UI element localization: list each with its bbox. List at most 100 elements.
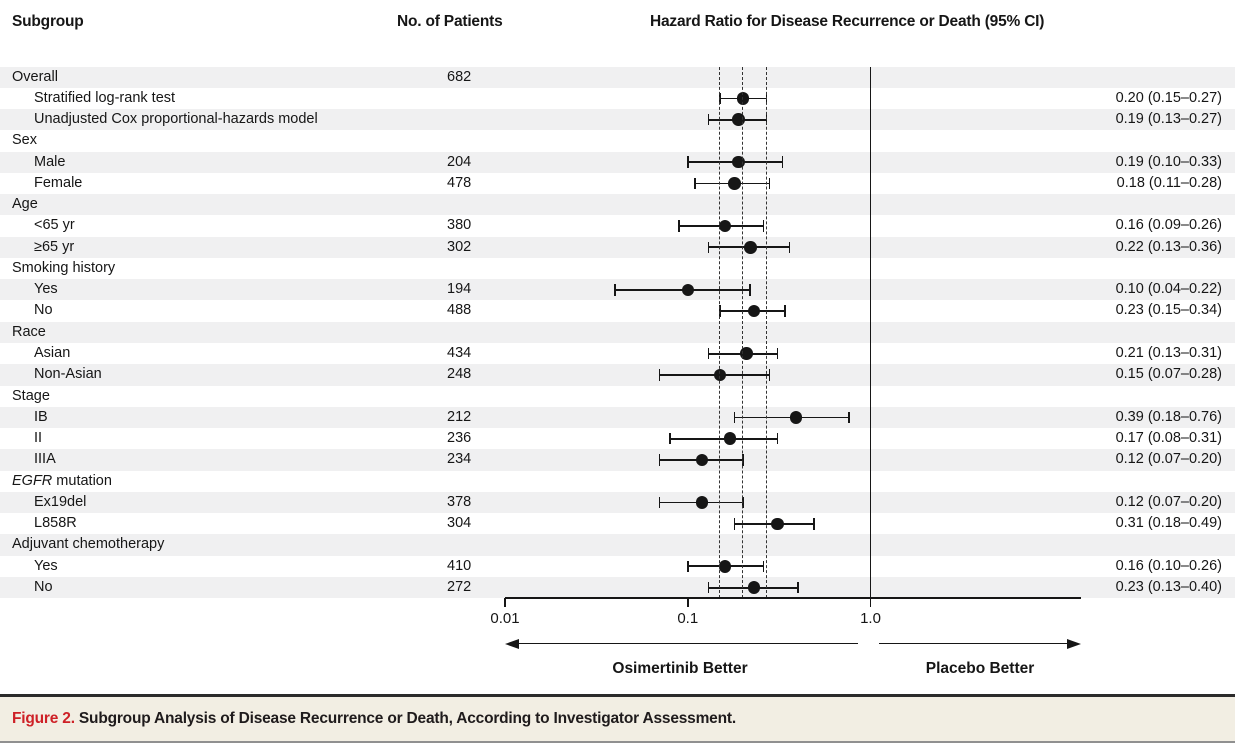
reference-line-1 [869,66,872,599]
hr-point [723,432,737,445]
ci-cap-left [686,560,689,573]
ci-cap-left [678,220,681,232]
x-axis-tick [504,598,506,607]
ci-cap-left [614,284,616,296]
row-label: L858R [34,515,77,532]
bottom-rule [0,741,1235,743]
row-patient-count: 272 [447,578,472,595]
hr-point [695,496,709,509]
hr-point [740,347,753,360]
ci-cap-left [658,454,661,466]
row-hr-value: 0.21 (0.13–0.31) [1115,345,1222,361]
ci-cap-right [749,284,752,296]
right-direction-label: Placebo Better [925,660,1035,677]
caption-title: Subgroup Analysis of Disease Recurrence … [78,710,736,727]
column-header-subgroup: Subgroup [12,13,84,30]
row-label: Stratified log-rank test [34,89,176,106]
ci-cap-left [733,518,736,530]
ci-cap-right [783,305,786,317]
row-hr-value: 0.39 (0.18–0.76) [1115,408,1222,425]
row-label: Male [34,153,66,170]
x-axis-line [505,597,1081,599]
row-band [0,534,1235,556]
row-hr-value: 0.16 (0.09–0.26) [1115,217,1222,234]
caption-figure-label: Figure 2. [12,710,75,727]
ci-cap-right [781,156,784,168]
overall-ci-dashed-line [765,66,767,599]
row-band [0,406,1235,429]
row-hr-value: 0.20 (0.15–0.27) [1115,89,1222,106]
hr-point [718,560,732,573]
row-band [0,321,1235,343]
hr-point [718,219,732,233]
row-patient-count: 302 [447,238,472,255]
ci-cap-right [768,177,771,190]
row-label: Yes [34,557,58,574]
x-axis-tick [869,598,872,607]
row-label: Unadjusted Cox proportional-hazards mode… [34,111,318,128]
row-patient-count: 204 [447,153,472,170]
row-hr-value: 0.19 (0.13–0.27) [1115,111,1222,128]
ci-cap-right [762,560,765,573]
row-patient-count: 304 [447,515,472,532]
column-header-patients: No. of Patients [397,13,503,30]
ci-cap-left [707,347,710,360]
hr-point [747,304,761,318]
row-patient-count: 378 [447,493,472,510]
ci-cap-right [788,241,791,254]
ci-cap-right [776,432,779,445]
row-hr-value: 0.12 (0.07–0.20) [1115,493,1222,510]
row-patient-count: 234 [447,451,472,468]
x-axis-tick-label: 1.0 [860,610,881,627]
row-band [0,364,1235,386]
x-axis-tick [687,598,689,607]
row-hr-value: 0.17 (0.08–0.31) [1115,430,1222,447]
ci-cap-left [658,369,661,381]
column-header-hazard-ratio: Hazard Ratio for Disease Recurrence or D… [650,13,1045,30]
ci-cap-left [707,113,710,126]
row-label-em: EGFR [12,472,53,489]
hr-point [728,177,741,190]
row-patient-count: 248 [447,366,472,383]
row-label: Adjuvant chemotherapy [12,536,165,553]
row-band [0,491,1235,514]
overall-ci-dashed-line [719,66,721,599]
row-label: Yes [34,281,58,298]
row-label: Non-Asian [34,366,102,383]
row-label: Sex [12,132,37,149]
x-axis-tick-label: 0.1 [677,610,699,627]
row-band [0,194,1235,216]
ci-cap-left [707,581,710,594]
row-label: Smoking history [12,259,116,276]
row-label: Overall [12,68,58,85]
row-label: <65 yr [34,217,75,234]
row-label: IB [34,408,48,425]
row-label: Asian [34,345,71,361]
row-hr-value: 0.18 (0.11–0.28) [1116,174,1222,191]
row-hr-value: 0.19 (0.10–0.33) [1115,153,1222,170]
row-label: Race [12,323,46,340]
hr-point [732,155,745,169]
hr-point [747,581,761,594]
ci-cap-left [658,496,661,509]
row-patient-count: 380 [447,217,472,234]
ci-cap-left [733,411,736,424]
row-band [0,151,1235,173]
hr-point [744,241,757,254]
ci-cap-left [694,177,697,190]
hr-point [695,453,709,467]
row-patient-count: 194 [447,281,472,298]
row-patient-count: 236 [447,430,472,447]
left-arrowhead-icon [505,638,519,649]
caption-background [0,697,1235,743]
ci-cap-right [847,411,850,424]
overall-ci-dashed-line [742,66,743,599]
row-hr-value: 0.10 (0.04–0.22) [1115,281,1222,298]
row-patient-count: 434 [447,345,472,361]
row-label: Age [12,196,38,213]
ci-cap-right [796,581,799,594]
hr-point [681,283,694,297]
row-band [0,576,1235,599]
right-arrow [879,642,1068,645]
row-hr-value: 0.23 (0.13–0.40) [1115,578,1222,595]
